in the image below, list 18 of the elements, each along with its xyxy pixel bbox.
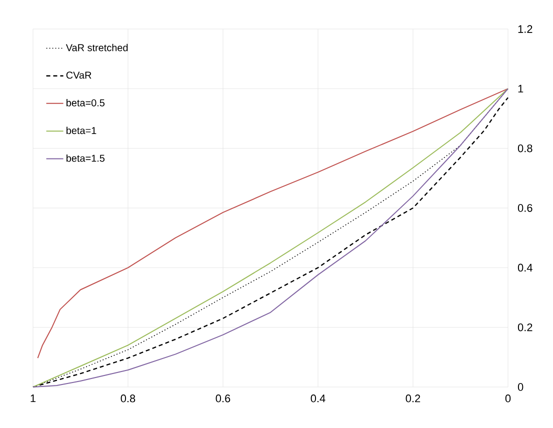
legend-label: beta=0.5 xyxy=(66,99,105,106)
y-tick-label: 0.4 xyxy=(518,264,532,272)
y-tick-label: 0.8 xyxy=(518,144,532,152)
x-tick-label: 0 xyxy=(505,394,511,402)
y-tick-label: 1.2 xyxy=(518,25,532,33)
x-tick-label: 0.8 xyxy=(120,394,136,402)
legend-label: beta=1.5 xyxy=(66,154,105,162)
y-tick-label: 0.2 xyxy=(518,323,532,332)
x-tick-label: 0.2 xyxy=(406,394,420,402)
y-tick-label: 1 xyxy=(518,84,524,92)
x-tick-label: 0.6 xyxy=(216,394,230,402)
legend-label: CVaR xyxy=(66,72,92,79)
y-tick-label: 0.6 xyxy=(518,204,532,212)
legend-label: VaR stretched xyxy=(66,44,128,52)
y-tick-label: 0 xyxy=(518,383,524,391)
x-tick-label: 0.4 xyxy=(310,394,326,402)
legend-label: beta=1 xyxy=(66,126,96,134)
x-tick-label: 1 xyxy=(30,394,36,402)
